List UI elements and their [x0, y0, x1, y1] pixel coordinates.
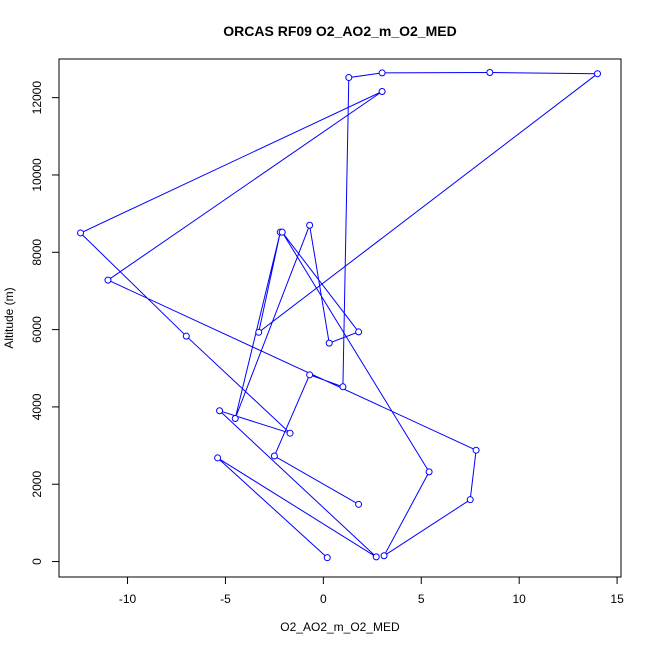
- x-tick-label: -5: [220, 592, 231, 606]
- data-point: [214, 454, 222, 462]
- x-tick-label: 15: [610, 592, 624, 606]
- data-point: [378, 69, 386, 77]
- series-points: [77, 69, 602, 562]
- data-point: [104, 276, 112, 284]
- x-axis-label: O2_AO2_m_O2_MED: [280, 620, 400, 634]
- x-tick-label: 10: [512, 592, 526, 606]
- x-tick-label: 5: [418, 592, 425, 606]
- x-tick-label: -10: [119, 592, 137, 606]
- y-tick-label: 4000: [30, 393, 44, 420]
- x-ticks: -10 -5 0 5 10 15: [119, 577, 624, 606]
- data-point: [77, 229, 85, 237]
- data-point: [345, 74, 353, 82]
- data-point: [216, 407, 224, 415]
- plot-frame: [58, 58, 622, 578]
- data-point: [339, 383, 347, 391]
- data-point: [306, 371, 314, 379]
- data-point: [472, 446, 480, 454]
- y-tick-label: 0: [30, 558, 44, 565]
- data-point: [323, 554, 331, 562]
- x-tick-label: 0: [320, 592, 327, 606]
- data-point: [231, 415, 239, 423]
- data-point: [255, 328, 263, 336]
- data-point: [380, 552, 388, 560]
- data-point: [466, 496, 474, 504]
- data-point: [306, 221, 314, 229]
- series-line: [79, 71, 599, 559]
- data-point: [182, 332, 190, 340]
- data-point: [378, 87, 386, 95]
- chart-title: ORCAS RF09 O2_AO2_m_O2_MED: [223, 23, 456, 39]
- y-tick-label: 6000: [30, 316, 44, 343]
- data-point: [286, 429, 294, 437]
- data-point: [594, 70, 602, 78]
- y-ticks: 0 2000 4000 6000 8000 10000 12000: [30, 81, 59, 565]
- y-tick-label: 10000: [30, 158, 44, 192]
- y-tick-label: 12000: [30, 81, 44, 115]
- y-tick-label: 2000: [30, 471, 44, 498]
- data-point: [425, 468, 433, 476]
- y-axis-label: Altitude (m): [2, 287, 16, 348]
- data-point: [355, 328, 363, 336]
- data-point: [355, 500, 363, 508]
- y-tick-label: 8000: [30, 239, 44, 266]
- data-point: [372, 553, 380, 561]
- data-point: [325, 339, 333, 347]
- data-point: [270, 452, 278, 460]
- data-point: [278, 228, 286, 236]
- data-point: [486, 69, 494, 77]
